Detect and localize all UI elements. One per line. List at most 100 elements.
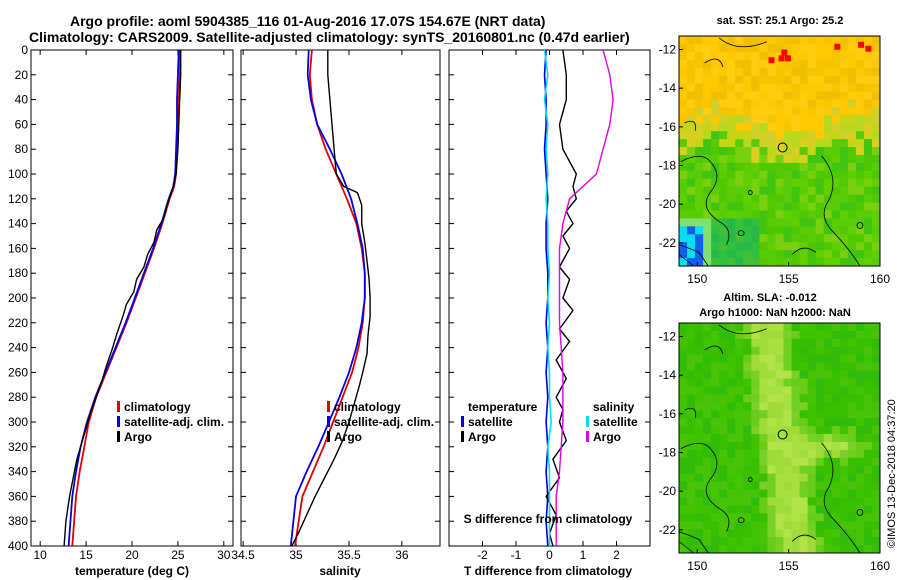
sla-content-cell [791, 513, 800, 522]
sla-content-cell [783, 434, 792, 443]
sst-content-cell [743, 83, 752, 92]
temperature-ytick-label: 180 [8, 266, 28, 280]
sst-content-cell [679, 170, 688, 180]
sst-content-cell [775, 59, 784, 69]
temperature-ytick-label: 60 [15, 117, 29, 131]
sla-content-cell [751, 394, 760, 403]
sst-content-cell [799, 186, 809, 196]
sst-content-cell [759, 226, 768, 235]
sst-content-cell [743, 99, 752, 108]
sst-content-cell [831, 91, 841, 100]
sla-content-cell [719, 497, 728, 506]
sla-content-cell [823, 497, 833, 506]
sla-content-cell [863, 362, 873, 371]
sst-content-cell [687, 258, 696, 267]
sla-content-cell [711, 354, 720, 364]
sst-content-cell [679, 107, 688, 116]
sst-content-cell [823, 162, 833, 172]
sla-content-cell [695, 370, 704, 379]
sla-content-cell [767, 529, 776, 538]
sla-content-cell [855, 497, 865, 506]
sst-content-cell [831, 194, 841, 203]
sla-content-cell [863, 481, 873, 490]
sla-content-cell [783, 481, 792, 490]
sst-map-field [678, 36, 881, 267]
sla-content-cell [711, 323, 720, 332]
sst-content-cell [735, 250, 744, 259]
sst-content-cell [711, 91, 720, 100]
sla-content-cell [807, 426, 817, 435]
sst-content-cell [687, 51, 696, 61]
sst-content-cell [711, 131, 720, 140]
sst-content-cell [735, 258, 744, 267]
sla-content-cell [775, 426, 784, 435]
sla-content-cell [735, 354, 744, 364]
sst-content-cell [775, 67, 784, 77]
sst-content-cell [815, 202, 825, 211]
sla-content-cell [823, 330, 833, 340]
sla-content-cell [703, 434, 712, 443]
sla-content-cell [847, 323, 857, 332]
sla-content-cell [855, 378, 865, 387]
sst-content-cell [719, 258, 728, 267]
sla-content-cell [711, 426, 720, 435]
sla-content-cell [799, 386, 809, 395]
sla-content-cell [791, 545, 800, 554]
difference-legend-title-temperature: temperature [468, 400, 538, 414]
sla-content-cell [823, 449, 833, 459]
sst-content-cell [703, 67, 712, 77]
sst-content-cell [727, 59, 736, 69]
sla-content-cell [695, 434, 704, 443]
sst-content-cell [711, 107, 720, 116]
sla-content-cell [839, 330, 849, 340]
sla-content-ytick-label: -14 [659, 368, 677, 382]
sla-content-cell [767, 354, 776, 364]
sst-content-cell [751, 59, 760, 69]
sla-content-cell [767, 521, 776, 530]
sst-content-cell [703, 123, 712, 132]
sst-content-cell [855, 36, 865, 45]
sla-content-cell [719, 410, 728, 419]
sst-content-cell [719, 36, 728, 45]
sla-content-cell [783, 513, 792, 522]
sst-content-cell [743, 67, 752, 77]
sla-content-cell [775, 457, 784, 467]
sla-content-cell [767, 457, 776, 467]
d-series-s-satellite [543, 49, 553, 546]
sst-content-cell [751, 139, 760, 148]
sst-content-cell [831, 210, 841, 219]
sla-content-cell [743, 378, 752, 387]
sla-content-cell [839, 529, 849, 538]
sla-content-cell [807, 378, 817, 387]
sst-content-cell [823, 147, 833, 156]
sst-content-cell [855, 147, 865, 156]
sla-content-cell [687, 354, 696, 364]
sst-content-cell [727, 218, 736, 227]
sst-content-cell [823, 91, 833, 100]
sla-content-cell [855, 330, 865, 340]
sla-content-cell [863, 513, 873, 522]
sla-content-cell [847, 489, 857, 498]
sla-content-cell [775, 402, 784, 411]
sla-content-cell [679, 426, 688, 435]
sla-content-cell [783, 354, 792, 364]
sla-content-cell [831, 426, 841, 435]
sst-content-cell [687, 83, 696, 92]
sst-content-cell [775, 194, 784, 203]
sst-content-cell [767, 226, 776, 235]
sst-content-cell [719, 43, 728, 53]
sst-content-cell [735, 36, 744, 45]
sla-content-cell [679, 394, 688, 403]
sst-content-cell [679, 178, 688, 188]
difference-series [543, 49, 614, 547]
sla-content-cell [679, 513, 688, 522]
sst-content-cell [711, 242, 720, 251]
sla-content-cell [791, 434, 800, 443]
sla-content-cell [775, 497, 784, 506]
sla-content-cell [735, 449, 744, 459]
sst-content-cell [855, 170, 865, 180]
sst-content-cell [815, 107, 825, 116]
sla-content-cell [807, 410, 817, 419]
sst-content-cell [767, 258, 776, 267]
sla-content-cell [743, 402, 752, 411]
